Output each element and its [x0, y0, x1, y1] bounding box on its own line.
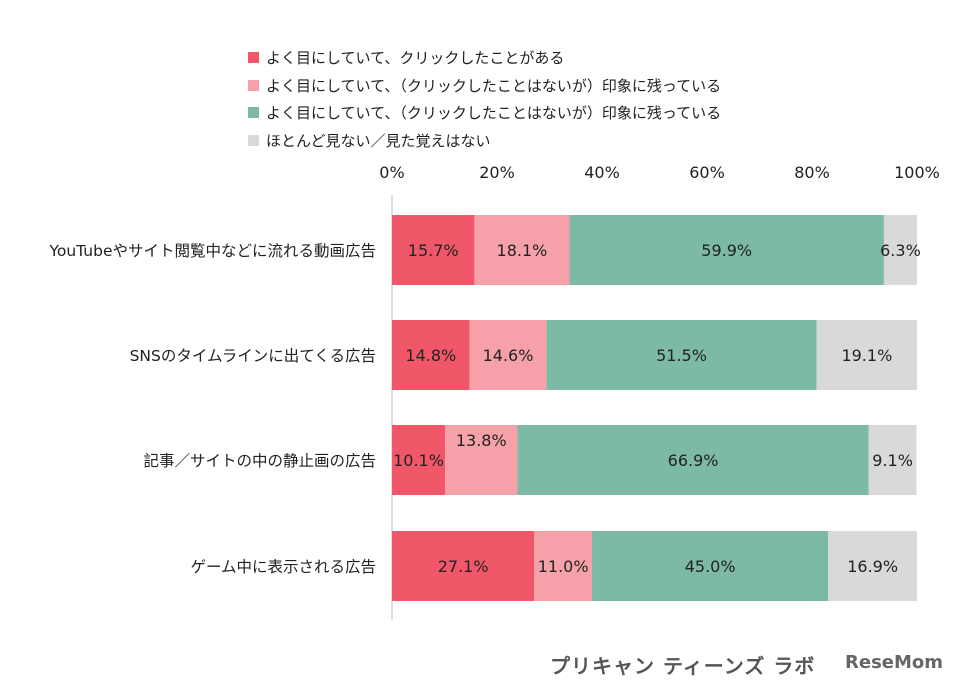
x-tick-label: 80% — [794, 163, 830, 182]
data-label: 14.8% — [405, 346, 456, 365]
bar-segment — [469, 320, 547, 390]
data-label: 19.1% — [841, 346, 892, 365]
legend-item: よく目にしていて、（クリックしたことはないが）印象に残っている — [248, 72, 721, 100]
data-label: 15.7% — [408, 241, 459, 260]
category-label: ゲーム中に表示される広告 — [190, 558, 376, 576]
category-label: YouTubeやサイト閲覧中などに流れる動画広告 — [48, 242, 376, 260]
x-tick-label: 40% — [584, 163, 620, 182]
legend-item: よく目にしていて、クリックしたことがある — [248, 44, 721, 72]
x-tick-label: 100% — [894, 163, 940, 182]
legend-label: よく目にしていて、（クリックしたことはないが）印象に残っている — [266, 76, 722, 95]
category-label: 記事／サイトの中の静止画の広告 — [143, 452, 376, 470]
legend-item: よく目にしていて、（クリックしたことはないが）印象に残っている — [248, 99, 721, 127]
data-label: 6.3% — [880, 241, 921, 260]
data-label: 45.0% — [685, 557, 736, 576]
bar-segment — [816, 320, 917, 390]
logo-text: プリキャン ティーンズ ラボ — [550, 654, 816, 678]
category-label: SNSのタイムラインに出てくる広告 — [130, 347, 376, 365]
data-label: 16.9% — [847, 557, 898, 576]
legend-swatch — [248, 52, 259, 64]
data-label: 18.1% — [497, 241, 548, 260]
legend-label: よく目にしていて、クリックしたことがある — [266, 49, 565, 68]
legend: よく目にしていて、クリックしたことがあるよく目にしていて、（クリックしたことはな… — [248, 44, 721, 154]
watermark: ReseMom — [845, 652, 944, 673]
bar-segment — [392, 215, 475, 285]
data-label: 10.1% — [393, 451, 444, 470]
x-tick-label: 0% — [379, 163, 404, 182]
x-tick-label: 20% — [479, 163, 515, 182]
bar-segment — [592, 531, 829, 601]
legend-swatch — [248, 107, 259, 119]
data-label: 9.1% — [872, 451, 913, 470]
legend-swatch — [248, 79, 259, 91]
legend-label: ほとんど見ない／見た覚えはない — [266, 131, 491, 150]
bar-segment — [868, 425, 917, 495]
legend-label: よく目にしていて、（クリックしたことはないが）印象に残っている — [266, 104, 722, 123]
bar-segment — [534, 531, 593, 601]
data-label: 27.1% — [438, 557, 489, 576]
bar-segment — [392, 320, 470, 390]
legend-swatch — [248, 134, 259, 146]
bar-segment — [445, 425, 518, 495]
bar-segment — [569, 215, 884, 285]
data-label: 11.0% — [538, 557, 589, 576]
bar-segment — [474, 215, 570, 285]
bar-segment — [517, 425, 869, 495]
data-label: 66.9% — [668, 451, 719, 470]
bar-segment — [828, 531, 917, 601]
x-tick-label: 60% — [689, 163, 725, 182]
bar-segment — [392, 425, 446, 495]
data-label: 51.5% — [656, 346, 707, 365]
data-label: 13.8% — [456, 431, 507, 450]
legend-item: ほとんど見ない／見た覚えはない — [248, 127, 721, 155]
bar-segment — [546, 320, 817, 390]
bar-segment — [392, 531, 535, 601]
data-label: 14.6% — [483, 346, 534, 365]
bar-segment — [883, 215, 917, 285]
data-label: 59.9% — [701, 241, 752, 260]
